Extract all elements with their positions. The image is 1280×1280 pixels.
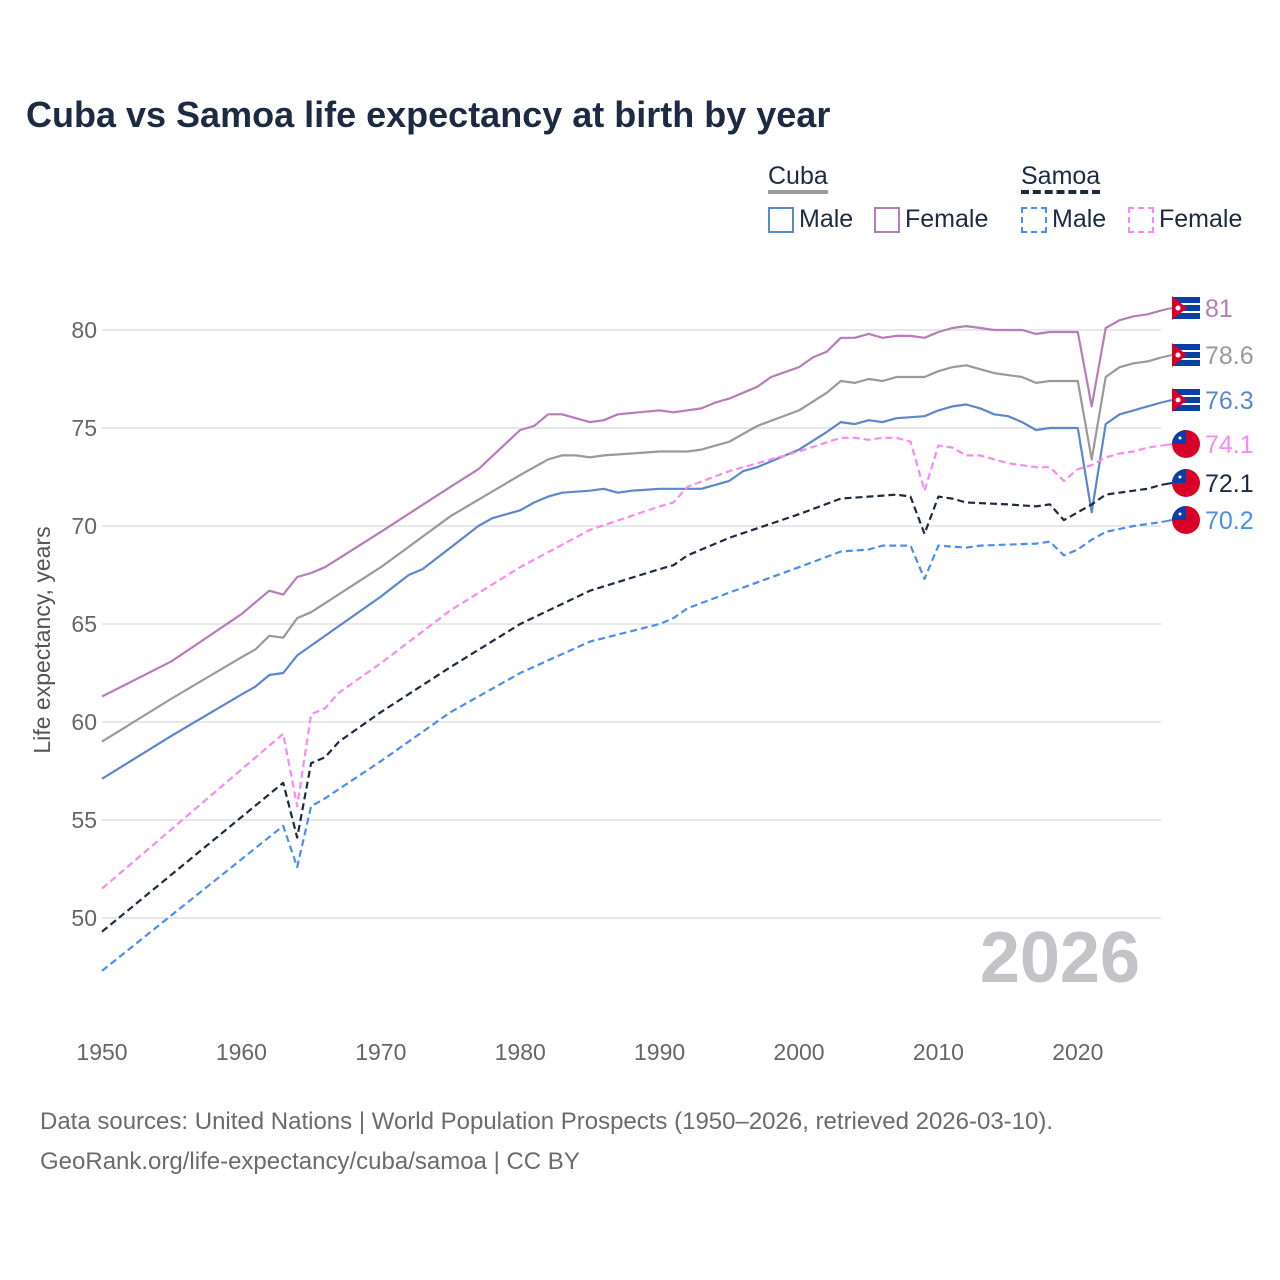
y-tick-label: 80	[71, 317, 97, 343]
end-connector	[1161, 482, 1173, 486]
y-tick-label: 75	[71, 415, 97, 441]
y-tick-label: 65	[71, 611, 97, 637]
x-tick-label: 1970	[355, 1039, 406, 1065]
legend-label: Male	[1052, 205, 1107, 233]
y-tick-label: 50	[71, 905, 97, 931]
samoa-flag-icon	[1172, 506, 1200, 534]
star-icon	[1178, 436, 1182, 440]
y-tick-label: 60	[71, 709, 97, 735]
y-tick-label: 55	[71, 807, 97, 833]
legend-label: Female	[1159, 205, 1243, 233]
star-icon	[1178, 512, 1182, 516]
legend-group-cuba: Cuba	[768, 162, 828, 194]
end-connector	[1161, 399, 1173, 404]
legend-cuba-male[interactable]: Male	[768, 205, 853, 234]
legend-samoa-male[interactable]: Male	[1021, 205, 1106, 234]
series-line-cuba-male	[101, 401, 1162, 780]
flag-stripe	[1172, 389, 1200, 395]
samoa-flag-icon	[1172, 469, 1200, 497]
series-line-cuba	[101, 356, 1162, 743]
legend-swatch	[874, 206, 900, 233]
legend-swatch	[768, 206, 794, 233]
flag-stripe	[1172, 360, 1200, 366]
end-connector	[1161, 519, 1173, 524]
x-tick-label: 2020	[1052, 1039, 1103, 1065]
star-icon	[1175, 305, 1181, 311]
footer-source: Data sources: United Nations | World Pop…	[40, 1108, 1054, 1135]
legend-swatch	[1021, 206, 1047, 233]
cuba-flag-icon	[1172, 386, 1200, 414]
footer-link[interactable]: GeoRank.org/life-expectancy/cuba/samoa |…	[40, 1148, 580, 1175]
flag-stripe	[1172, 405, 1200, 411]
end-value-label: 78.6	[1205, 342, 1254, 370]
series-line-cuba-female	[101, 309, 1162, 698]
x-tick-label: 1960	[216, 1039, 267, 1065]
flag-stripe	[1172, 297, 1200, 303]
x-tick-label: 1990	[634, 1039, 685, 1065]
x-tick-label: 2000	[773, 1039, 824, 1065]
y-tick-label: 70	[71, 513, 97, 539]
legend-samoa-female[interactable]: Female	[1128, 205, 1242, 234]
legend-group-samoa: Samoa	[1021, 162, 1101, 194]
cuba-flag-icon	[1172, 294, 1200, 322]
flag-stripe	[1172, 344, 1200, 350]
end-connector	[1161, 354, 1173, 359]
series-line-samoa-female	[101, 436, 1162, 890]
star-icon	[1175, 352, 1181, 358]
x-tick-label: 1950	[76, 1039, 127, 1065]
y-axis-label: Life expectancy, years	[29, 526, 55, 753]
end-value-label: 70.2	[1205, 507, 1254, 535]
x-tick-label: 1980	[495, 1039, 546, 1065]
legend-label: Male	[799, 205, 854, 233]
legend-swatch	[1128, 206, 1154, 233]
legend-cuba-female[interactable]: Female	[874, 205, 988, 234]
series-line-samoa	[101, 483, 1162, 933]
star-icon	[1178, 475, 1182, 479]
end-connector	[1161, 443, 1173, 447]
end-value-label: 72.1	[1205, 470, 1254, 498]
end-value-label: 76.3	[1205, 387, 1254, 415]
end-value-label: 81	[1205, 295, 1233, 323]
cuba-flag-icon	[1172, 341, 1200, 369]
x-tick-label: 2010	[913, 1039, 964, 1065]
end-connector	[1161, 307, 1173, 312]
end-value-label: 74.1	[1205, 431, 1254, 459]
legend-label: Female	[905, 205, 989, 233]
flag-stripe	[1172, 313, 1200, 319]
star-icon	[1175, 397, 1181, 403]
series-line-samoa-male	[101, 521, 1162, 972]
year-watermark: 2026	[980, 918, 1140, 998]
chart-title: Cuba vs Samoa life expectancy at birth b…	[26, 94, 831, 135]
samoa-flag-icon	[1172, 430, 1200, 458]
